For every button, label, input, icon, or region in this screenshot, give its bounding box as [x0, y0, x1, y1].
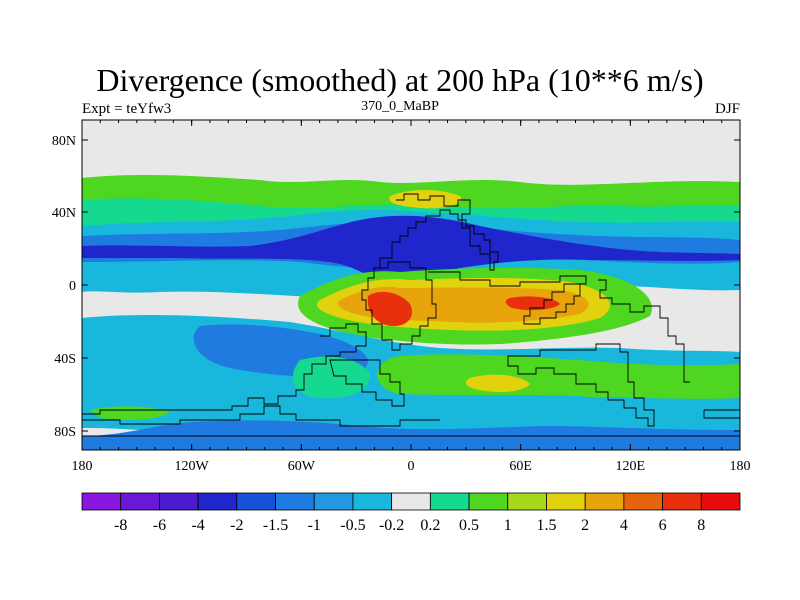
colorbar-label: -1 [308, 517, 321, 534]
coastline-west-continent [361, 261, 437, 351]
y-tick-label: 80S [54, 425, 76, 440]
y-tick-label: 80N [52, 134, 76, 149]
colorbar-swatch [623, 492, 663, 511]
axis-ticks [81, 120, 741, 450]
season-label: DJF [714, 101, 740, 117]
field-patch-south-ellipse-green [555, 374, 650, 398]
colorbar-swatch [81, 492, 122, 511]
colorbar-swatch [159, 492, 199, 511]
coastline-east-continent [428, 271, 587, 325]
x-tick-label: 60W [288, 459, 316, 474]
field-patch-south-yellow [465, 374, 530, 392]
colorbar-label: -4 [191, 517, 204, 534]
coastline-south-continent [507, 343, 655, 427]
colorbar-swatch [700, 492, 741, 511]
colorbar-swatch [546, 492, 586, 511]
coastline-antarctic-ridge [82, 405, 440, 427]
colorbar-label: 2 [581, 517, 589, 534]
colorbar-swatch [468, 492, 509, 511]
field-patch-north-yellow [389, 190, 462, 209]
colorbar-swatch [275, 492, 315, 511]
colorbar-label: 4 [620, 517, 628, 534]
y-tick-label: 40S [54, 352, 76, 367]
colorbar-label: -6 [153, 517, 166, 534]
axis-tick-labels: 80N 40N 0 40S 80S 180 120W 60W 0 60E 120E 180 [52, 134, 751, 474]
colorbar-label: 1.5 [536, 517, 556, 534]
coastline-south-continent-west [329, 359, 405, 407]
colorbar-label: 6 [659, 517, 667, 534]
colorbar-label: 0.2 [420, 517, 440, 534]
colorbar-label: 0.5 [459, 517, 479, 534]
colorbar-swatch [584, 492, 625, 511]
colorbar [81, 492, 741, 511]
colorbar-swatch [197, 492, 238, 511]
x-tick-label: 120E [616, 459, 646, 474]
x-tick-label: 180 [730, 459, 751, 474]
x-tick-label: 180 [72, 459, 93, 474]
field-patch-light-north [539, 146, 720, 163]
divergence-field [82, 120, 740, 450]
x-tick-label: 60E [509, 459, 532, 474]
coastline-southwest-continent [82, 323, 367, 415]
colorbar-swatch [391, 492, 431, 511]
x-tick-label: 120W [175, 459, 210, 474]
plot-title: Divergence (smoothed) at 200 hPa (10**6 … [96, 62, 704, 98]
field-band-antarctic-blue [82, 420, 740, 450]
y-tick-label: 0 [69, 279, 76, 294]
coastline-east-coast [598, 279, 690, 383]
colorbar-label: -8 [114, 517, 127, 534]
colorbar-swatch [429, 492, 470, 511]
y-tick-label: 40N [52, 206, 76, 221]
coastline-east-islands [703, 409, 740, 419]
field-patch-tropical-red [367, 291, 413, 326]
colorbar-label: 1 [504, 517, 512, 534]
colorbar-swatch [662, 492, 702, 511]
colorbar-labels: -8 -6 -4 -2 -1.5 -1 -0.5 -0.2 0.2 0.5 1 1.5 2 4 6 8 [114, 517, 705, 534]
colorbar-swatch [507, 492, 547, 511]
colorbar-label: 8 [697, 517, 705, 534]
period-label: 370_0_MaBP [361, 99, 439, 114]
coastlines [82, 193, 740, 437]
colorbar-swatch [236, 492, 276, 511]
field-core-dark-blue [82, 215, 740, 292]
colorbar-label: -1.5 [263, 517, 288, 534]
colorbar-swatch [313, 492, 354, 511]
coastline-north-continent [374, 193, 499, 271]
x-tick-label: 0 [408, 459, 415, 474]
field-band-south-green [377, 354, 740, 399]
experiment-label: Expt = teYfw3 [82, 101, 172, 117]
colorbar-label: -0.2 [379, 517, 404, 534]
colorbar-swatch [352, 492, 393, 511]
colorbar-label: -0.5 [340, 517, 365, 534]
colorbar-label: -2 [230, 517, 243, 534]
colorbar-swatch [120, 492, 160, 511]
